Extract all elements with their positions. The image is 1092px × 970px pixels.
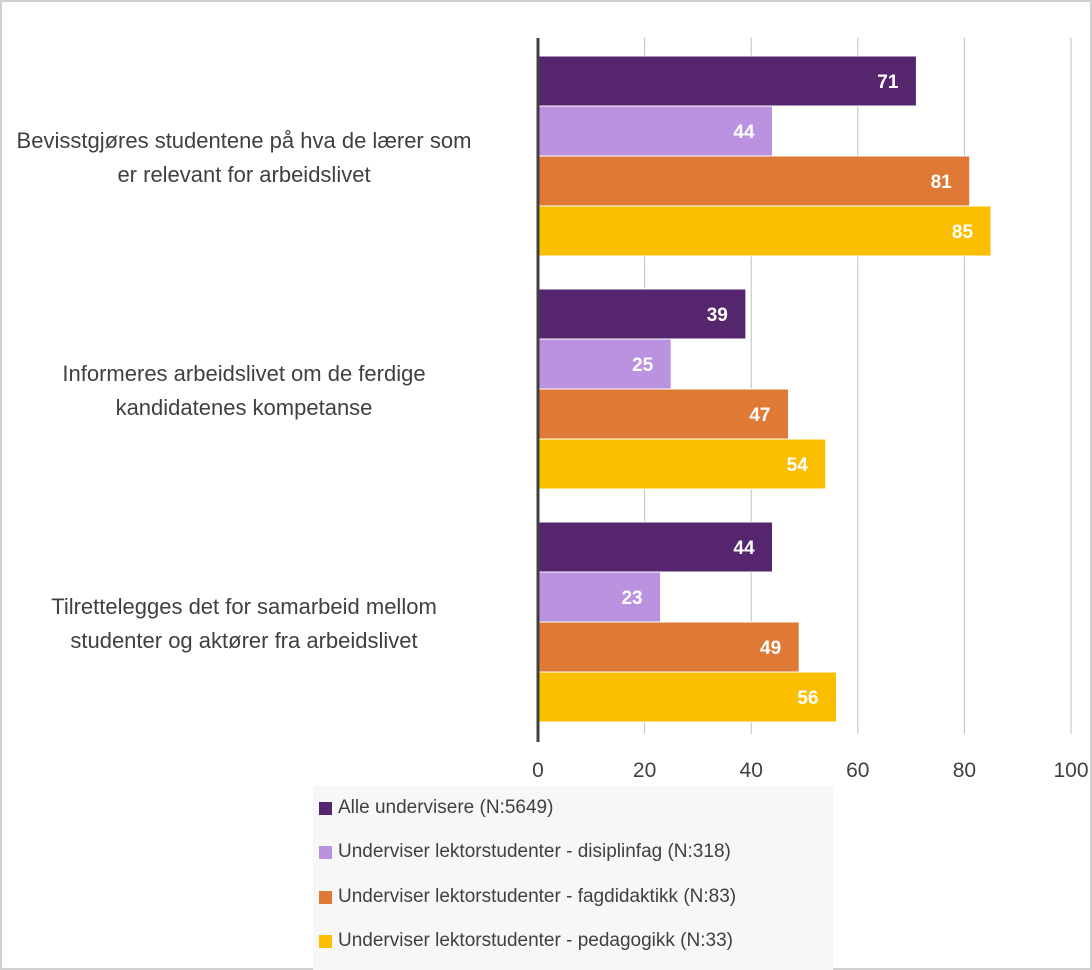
category-label-1-line-1: Informeres arbeidslivet om de ferdige [62,361,426,386]
legend-item-1[interactable]: Underviser lektorstudenter - disiplinfag… [319,837,731,867]
bar-s0-c1 [537,288,747,340]
legend-swatch-2 [319,890,332,904]
data-label-s3-c0: 85 [952,222,974,243]
x-tick-label-3: 60 [846,759,869,782]
data-label-s2-c2: 49 [760,638,781,659]
category-label-1: Informeres arbeidslivet om de ferdige ka… [0,357,514,425]
x-tick-label-4: 80 [953,759,976,782]
data-label-s1-c0: 44 [733,122,755,143]
legend-swatch-1 [319,845,332,859]
data-label-s0-c0: 71 [877,72,899,93]
data-label-s1-c1: 25 [632,355,654,376]
bar-s0-c0 [537,55,917,107]
legend-swatch-3 [319,934,332,948]
bar-s2-c1 [537,388,790,440]
legend-swatch-0 [319,801,332,815]
data-label-s0-c1: 39 [707,305,728,326]
legend-item-0[interactable]: Alle undervisere (N:5649) [319,793,553,823]
category-label-2-line-1: Tilrettelegges det for samarbeid mellom [51,594,437,619]
category-label-0: Bevisstgjøres studentene på hva de lærer… [0,124,514,192]
category-label-0-line-1: Bevisstgjøres studentene på hva de lærer… [16,128,472,153]
bar-s2-c2 [537,621,800,673]
category-label-2-line-2: studenter og aktører fra arbeidslivet [70,628,418,653]
legend-label-0: Alle undervisere (N:5649) [338,797,554,818]
bar-s2-c0 [537,155,971,207]
data-label-s3-c1: 54 [787,455,809,476]
bar-s1-c2 [537,571,662,623]
category-label-1-line-2: kandidatenes kompetanse [115,395,373,420]
bar-s3-c0 [537,205,992,257]
data-label-s1-c2: 23 [621,588,642,609]
legend-item-3[interactable]: Underviser lektorstudenter - pedagogikk … [319,926,733,956]
category-label-0-line-2: er relevant for arbeidslivet [117,162,371,187]
x-tick-label-0: 0 [532,759,544,782]
data-label-s2-c1: 47 [749,405,770,426]
chart-legend: Alle undervisere (N:5649) Underviser lek… [313,786,833,970]
legend-item-2[interactable]: Underviser lektorstudenter - fagdidaktik… [319,882,736,912]
category-label-2: Tilrettelegges det for samarbeid mellom … [0,590,514,658]
bar-s3-c1 [537,438,827,490]
data-label-s3-c2: 56 [797,688,818,709]
x-tick-label-5: 100 [1053,759,1088,782]
bar-s3-c2 [537,671,837,723]
x-tick-label-2: 40 [740,759,763,782]
legend-label-2: Underviser lektorstudenter - fagdidaktik… [338,886,737,907]
data-label-s0-c2: 44 [733,538,755,559]
legend-label-3: Underviser lektorstudenter - pedagogikk … [338,930,733,951]
x-tick-label-1: 20 [633,759,656,782]
data-label-s2-c0: 81 [931,172,953,193]
legend-label-1: Underviser lektorstudenter - disiplinfag… [338,841,731,862]
